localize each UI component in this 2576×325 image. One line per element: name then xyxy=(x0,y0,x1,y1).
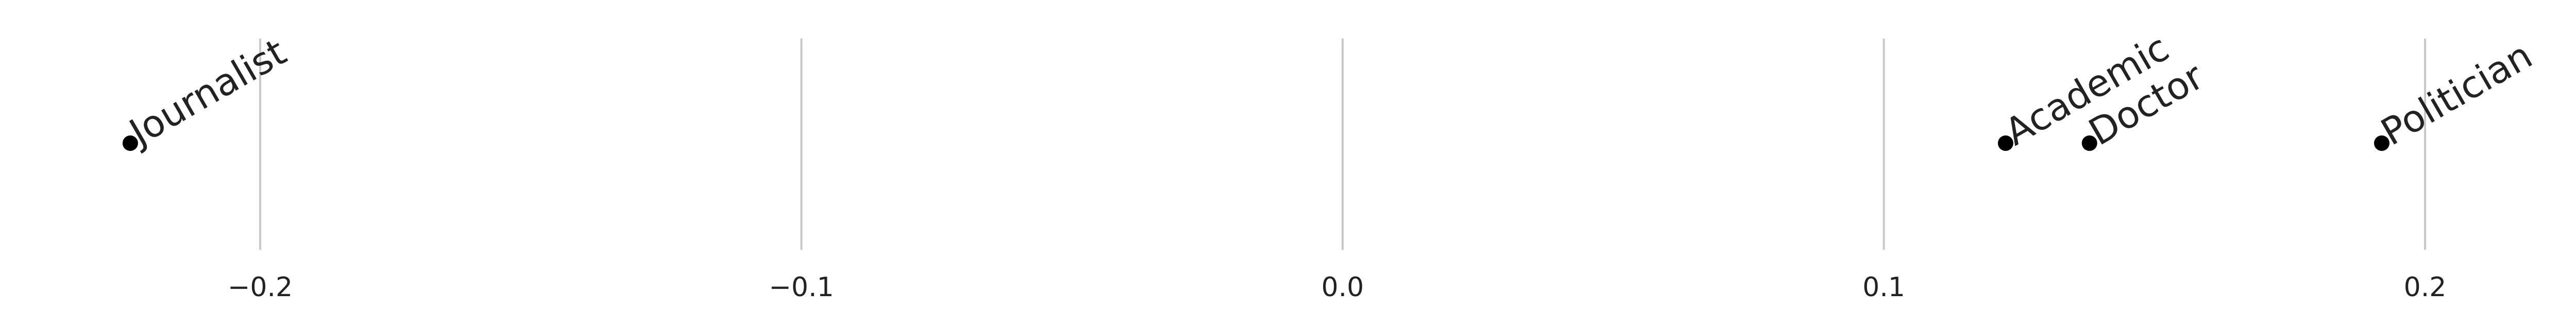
point-label: Politician xyxy=(2374,33,2539,154)
data-point xyxy=(2081,135,2097,151)
data-point xyxy=(1997,135,2013,151)
x-tick-label: 0.0 xyxy=(1321,272,1364,303)
x-tick-label: −0.1 xyxy=(769,272,834,303)
grid-lines xyxy=(259,39,2426,250)
data-point xyxy=(122,135,138,151)
point-label: Journalist xyxy=(121,30,293,155)
x-tick-label: 0.2 xyxy=(2404,272,2447,303)
data-points xyxy=(122,135,2389,151)
x-tick-label: −0.2 xyxy=(228,272,293,303)
x-tick-label: 0.1 xyxy=(1862,272,1905,303)
data-point xyxy=(2374,135,2389,151)
x-axis-ticks: −0.2 −0.1 0.0 0.1 0.2 xyxy=(228,272,2446,303)
